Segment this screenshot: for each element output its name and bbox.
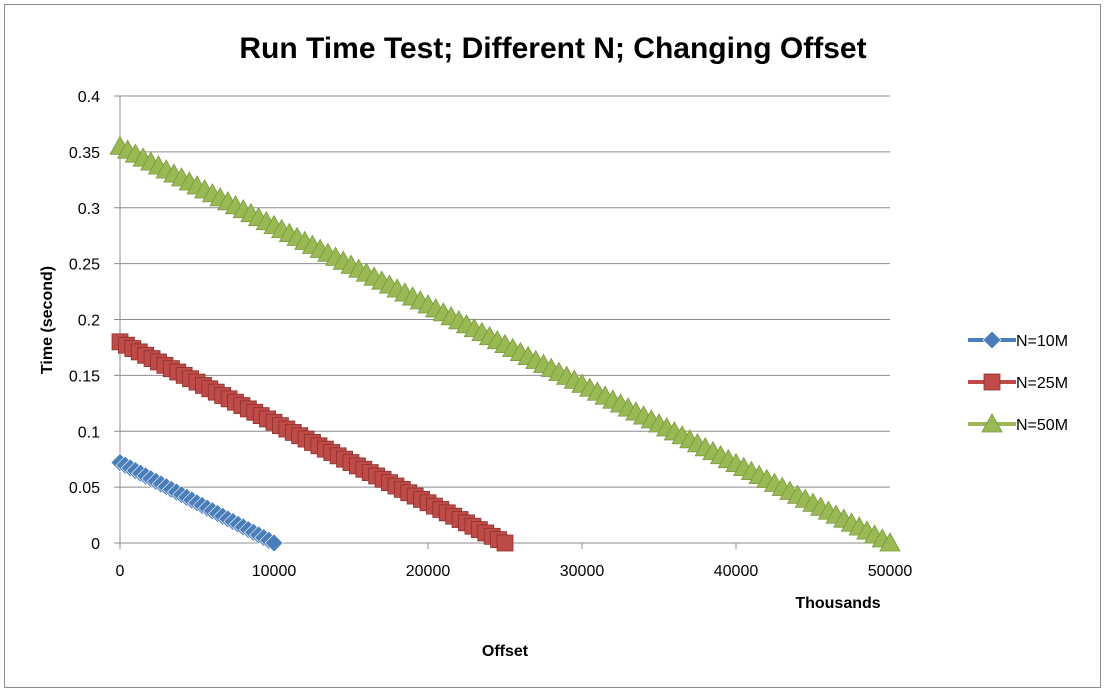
series-0-point-30 <box>264 533 284 553</box>
series-1-point-60 <box>496 534 514 552</box>
legend-label-0: N=10M <box>1016 333 1068 350</box>
gridlines <box>114 95 891 549</box>
x-tick-label-2: 20000 <box>406 563 451 580</box>
y-axis-label: Time (second) <box>39 266 56 374</box>
legend-label-1: N=25M <box>1016 375 1068 392</box>
x-tick-labels: 0 10000 20000 30000 40000 50000 <box>116 563 913 580</box>
legend-item-0: N=10M <box>968 330 1068 350</box>
x-unit-label: Thousands <box>795 595 880 612</box>
x-tick-label-1: 10000 <box>252 563 297 580</box>
y-tick-label-6: 0.3 <box>78 201 100 218</box>
legend-marker-0 <box>982 330 1002 350</box>
series-layer <box>109 135 901 553</box>
x-tick-label-4: 40000 <box>714 563 759 580</box>
chart-frame <box>4 4 1101 688</box>
y-tick-labels: 0 0.05 0.1 0.15 0.2 0.25 0.3 0.35 0.4 <box>69 89 100 553</box>
y-tick-label-0: 0 <box>91 536 100 553</box>
x-tick-label-3: 30000 <box>560 563 605 580</box>
y-tick-label-8: 0.4 <box>78 89 100 106</box>
x-tick-label-0: 0 <box>116 563 125 580</box>
y-tick-label-7: 0.35 <box>69 145 100 162</box>
y-tick-label-3: 0.15 <box>69 368 100 385</box>
legend-label-2: N=50M <box>1016 417 1068 434</box>
x-tick-label-5: 50000 <box>868 563 913 580</box>
legend-item-1: N=25M <box>968 373 1068 392</box>
y-tick-label-4: 0.2 <box>78 313 100 330</box>
legend: N=10M N=25M N=50M <box>968 330 1068 434</box>
legend-marker-2 <box>981 413 1003 433</box>
series-2-point-100 <box>879 532 901 552</box>
legend-marker-1 <box>983 373 1001 391</box>
legend-item-2: N=50M <box>968 413 1068 434</box>
y-tick-label-1: 0.05 <box>69 480 100 497</box>
chart-title: Run Time Test; Different N; Changing Off… <box>239 32 866 65</box>
series-2 <box>109 135 901 552</box>
y-tick-label-2: 0.1 <box>78 424 100 441</box>
x-axis-label: Offset <box>482 643 529 660</box>
series-0 <box>110 453 284 553</box>
series-1 <box>111 333 514 552</box>
y-tick-label-5: 0.25 <box>69 257 100 274</box>
